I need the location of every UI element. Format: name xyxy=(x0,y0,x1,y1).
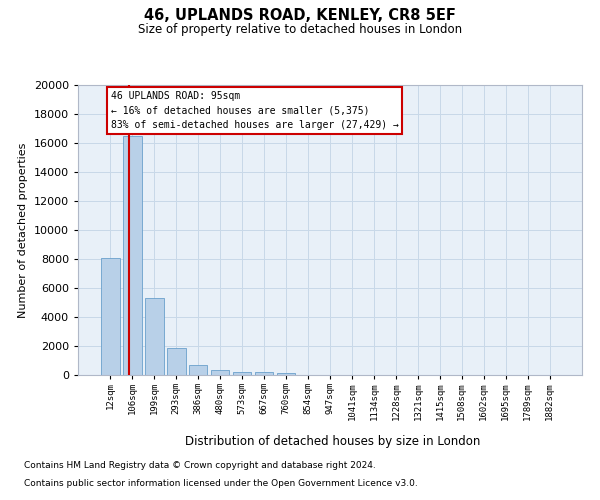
Text: 46, UPLANDS ROAD, KENLEY, CR8 5EF: 46, UPLANDS ROAD, KENLEY, CR8 5EF xyxy=(144,8,456,22)
Bar xyxy=(101,258,119,375)
Bar xyxy=(145,298,164,375)
Text: Contains HM Land Registry data © Crown copyright and database right 2024.: Contains HM Land Registry data © Crown c… xyxy=(24,461,376,470)
Bar xyxy=(123,136,142,375)
Text: Distribution of detached houses by size in London: Distribution of detached houses by size … xyxy=(185,435,481,448)
Bar xyxy=(189,365,208,375)
Bar xyxy=(255,372,274,375)
Bar xyxy=(211,370,229,375)
Y-axis label: Number of detached properties: Number of detached properties xyxy=(18,142,28,318)
Bar xyxy=(233,372,251,375)
Text: Size of property relative to detached houses in London: Size of property relative to detached ho… xyxy=(138,22,462,36)
Text: Contains public sector information licensed under the Open Government Licence v3: Contains public sector information licen… xyxy=(24,478,418,488)
Bar xyxy=(277,373,295,375)
Text: 46 UPLANDS ROAD: 95sqm
← 16% of detached houses are smaller (5,375)
83% of semi-: 46 UPLANDS ROAD: 95sqm ← 16% of detached… xyxy=(110,91,398,130)
Bar xyxy=(167,348,185,375)
